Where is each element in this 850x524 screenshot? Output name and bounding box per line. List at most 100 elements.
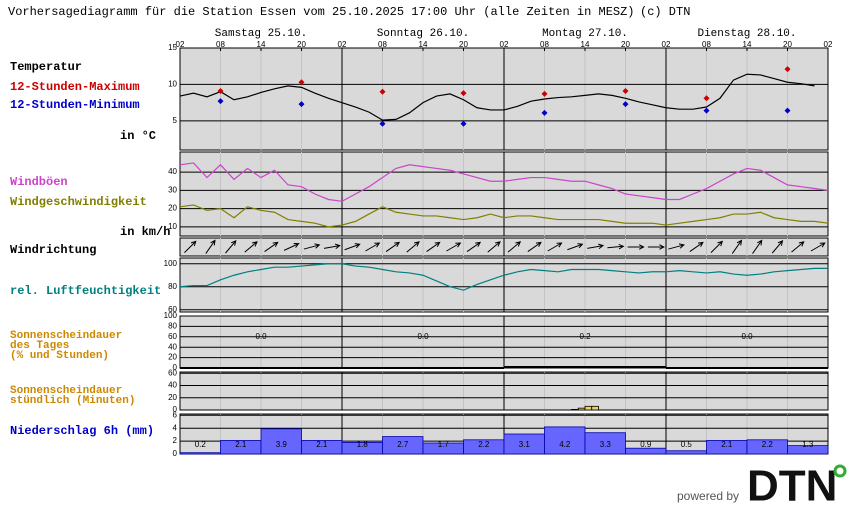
- y-tick-label: 0: [173, 449, 178, 458]
- day-label: Sonntag 26.10.: [377, 28, 469, 40]
- x-tick-label: 02: [500, 40, 509, 49]
- marker: [379, 88, 386, 95]
- wind-arrow: [689, 241, 704, 252]
- y-tick-label: 60: [168, 332, 177, 341]
- legend-label: rel. Luftfeuchtigkeit: [10, 284, 161, 298]
- marker: [784, 107, 791, 114]
- panel-label: Windrichtung: [10, 243, 96, 257]
- value-label: 0.2: [195, 440, 207, 449]
- marker: [622, 101, 629, 108]
- x-tick-label: 20: [297, 40, 306, 49]
- marker: [703, 95, 710, 102]
- line: [179, 73, 815, 121]
- wind-arrow: [184, 240, 197, 254]
- x-tick-label: 14: [743, 40, 752, 49]
- y-tick-label: 20: [168, 353, 177, 362]
- legend-label: Windböen: [10, 175, 68, 189]
- wind-arrow: [710, 240, 724, 254]
- logo: DTN: [747, 462, 837, 511]
- value-label: 2.7: [397, 440, 409, 449]
- bar: [787, 445, 829, 455]
- bar: [591, 405, 599, 411]
- wind-arrow: [225, 240, 237, 254]
- value-label: 2.1: [316, 440, 328, 449]
- x-tick-label: 02: [338, 40, 347, 49]
- value-label: 2.2: [478, 440, 490, 449]
- y-tick-label: 2: [173, 436, 178, 445]
- marker: [379, 120, 386, 127]
- y-tick-label: 40: [168, 167, 177, 176]
- wind-arrow: [567, 243, 584, 251]
- bar: [584, 405, 593, 411]
- y-tick-label: 60: [168, 368, 177, 377]
- value-label: 1.8: [357, 440, 369, 449]
- y-tick-label: 40: [168, 342, 177, 351]
- marker: [703, 107, 710, 114]
- wind-arrow: [426, 241, 441, 252]
- panel-label: stündlich (Minuten): [10, 395, 135, 407]
- bar: [584, 432, 626, 455]
- y-tick-label: 6: [173, 410, 178, 419]
- marker: [460, 120, 467, 127]
- value-label: 2.1: [721, 440, 733, 449]
- wind-arrow: [303, 243, 321, 250]
- bar: [577, 407, 586, 411]
- wind-arrow: [507, 241, 522, 253]
- bar: [544, 426, 586, 455]
- wind-arrow: [205, 239, 216, 254]
- y-tick-label: 20: [168, 393, 177, 402]
- y-tick-label: 10: [168, 222, 177, 231]
- powered-by: powered by: [677, 489, 739, 503]
- y-tick-label: 80: [168, 322, 177, 331]
- marker: [541, 109, 548, 116]
- y-tick-label: 40: [168, 381, 177, 390]
- legend-label: 12-Stunden-Maximum: [10, 80, 140, 94]
- marker: [622, 87, 629, 94]
- sunshine-hours: 0.0: [417, 332, 429, 341]
- y-tick-label: 20: [168, 204, 177, 213]
- wind-arrow: [771, 240, 784, 254]
- panel-label: Sonnenscheindauer: [10, 385, 122, 397]
- y-tick-label: 10: [168, 80, 177, 89]
- legend-label: Windgeschwindigkeit: [10, 195, 147, 209]
- wind-arrow: [323, 243, 341, 250]
- y-tick-label: 0: [173, 363, 178, 372]
- x-tick-label: 20: [621, 40, 630, 49]
- x-tick-label: 02: [176, 40, 185, 49]
- value-label: 1.7: [438, 440, 450, 449]
- value-label: 3.3: [600, 440, 612, 449]
- y-tick-label: 100: [164, 311, 178, 320]
- wind-arrow: [627, 244, 645, 250]
- y-tick-label: 100: [164, 259, 178, 268]
- value-label: 2.2: [762, 440, 774, 449]
- marker: [298, 79, 305, 86]
- wind-arrow: [668, 243, 685, 250]
- value-label: 3.9: [276, 440, 288, 449]
- day-label: Montag 27.10.: [542, 28, 628, 40]
- marker: [541, 90, 548, 97]
- value-label: 1.3: [802, 440, 814, 449]
- bar: [179, 452, 221, 455]
- wind-arrow: [446, 242, 462, 252]
- wind-arrow: [547, 242, 563, 252]
- y-tick-label: 80: [168, 282, 177, 291]
- x-tick-label: 14: [581, 40, 590, 49]
- wind-arrow: [607, 243, 625, 250]
- copyright: (c) DTN: [640, 5, 690, 19]
- sunshine-hours: 0.2: [579, 332, 591, 341]
- panel-label: Niederschlag 6h (mm): [10, 424, 154, 438]
- x-tick-label: 14: [257, 40, 266, 49]
- panel-label: Temperatur: [10, 60, 82, 74]
- logo-dot: [833, 464, 847, 478]
- sunshine-hours: 0.0: [255, 332, 267, 341]
- wind-arrow: [344, 243, 361, 251]
- marker: [217, 87, 224, 94]
- unit-label: in °C: [120, 129, 156, 143]
- wind-arrow: [466, 241, 482, 252]
- wind-arrow: [406, 241, 420, 253]
- x-tick-label: 08: [540, 40, 549, 49]
- y-tick-label: 30: [168, 185, 177, 194]
- wind-arrow: [244, 241, 258, 253]
- line: [179, 263, 828, 291]
- panel-label: Sonnenscheindauer: [10, 330, 122, 342]
